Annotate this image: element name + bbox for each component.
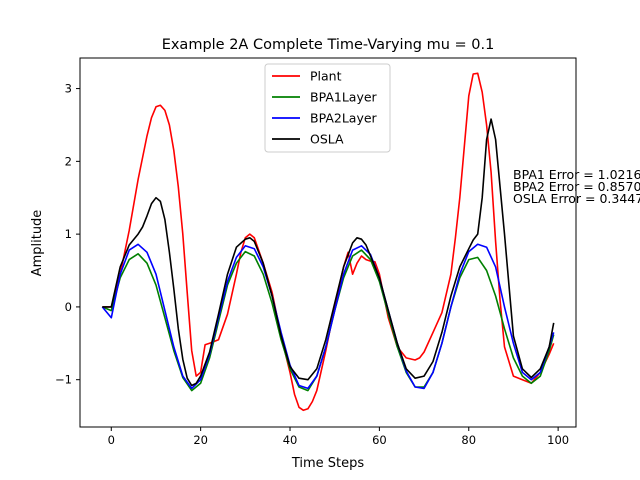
x-tick-label: 20 (193, 433, 208, 447)
y-tick-label: 0 (65, 300, 72, 314)
series-line-bpa2layer (101, 243, 555, 390)
x-tick-label: 60 (372, 433, 387, 447)
plot-frame (79, 57, 577, 428)
x-tick-label: 80 (461, 433, 476, 447)
y-tick-label: 1 (65, 227, 72, 241)
error-annotation: BPA2 Error = 0.8570 (513, 179, 640, 194)
y-tick-label: 2 (65, 154, 72, 168)
y-axis-ticks: −1 0 1 2 3 (55, 82, 80, 387)
x-tick-label: 100 (547, 433, 569, 447)
series-layer (101, 72, 555, 412)
series-line-plant (102, 72, 555, 412)
y-axis-label: Amplitude (30, 210, 45, 277)
x-tick-label: 0 (108, 433, 115, 447)
x-tick-label: 40 (283, 433, 298, 447)
y-tick-label: −1 (55, 373, 72, 387)
y-tick-label: 3 (65, 82, 72, 96)
x-axis-ticks: 0 20 40 60 80 100 (108, 427, 569, 447)
chart-title: Example 2A Complete Time-Varying mu = 0.… (162, 37, 495, 53)
legend-frame (264, 63, 391, 153)
legend-label-bpa2layer: BPA2Layer (310, 111, 378, 126)
x-axis-label: Time Steps (291, 456, 365, 471)
legend-label-bpa1layer: BPA1Layer (310, 90, 378, 105)
legend: Plant BPA1Layer BPA2Layer OSLA (264, 63, 391, 153)
legend-label-osla: OSLA (310, 132, 344, 147)
error-annotation: BPA1 Error = 1.0216 (513, 167, 640, 182)
series-line-osla (102, 118, 555, 387)
error-annotation: OSLA Error = 0.3447 (513, 191, 640, 206)
legend-label-plant: Plant (310, 69, 342, 84)
